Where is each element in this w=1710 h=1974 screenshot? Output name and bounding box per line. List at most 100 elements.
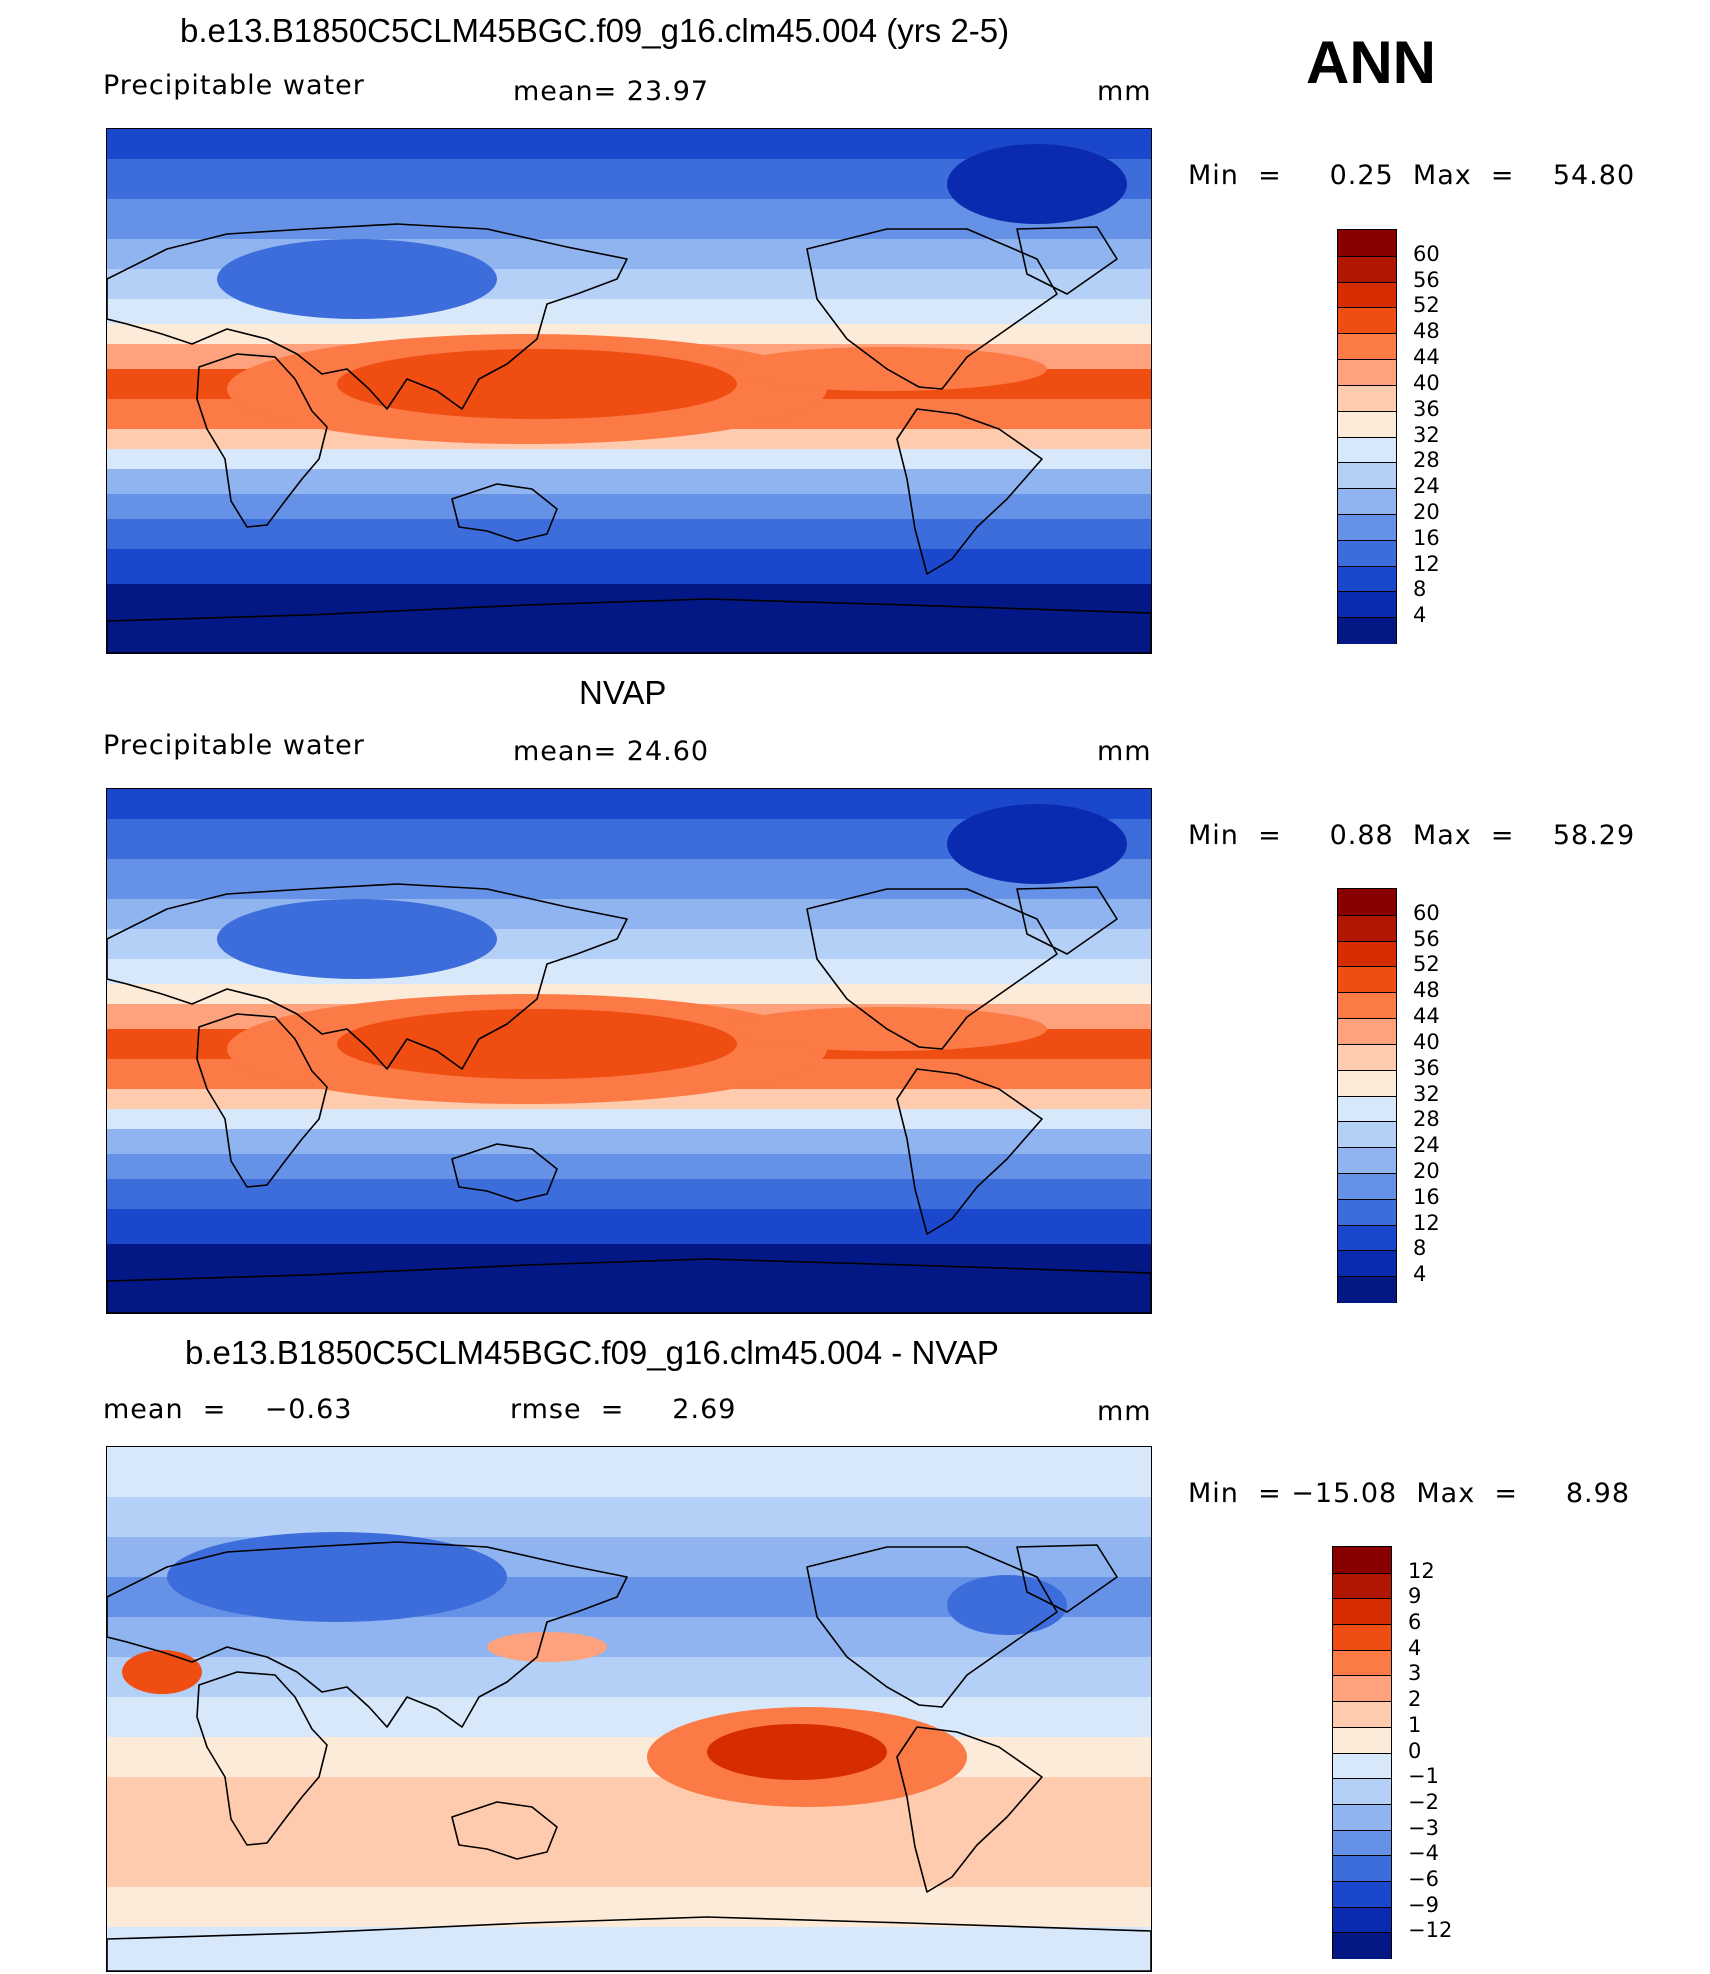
colorbar-swatch <box>1338 889 1396 916</box>
colorbar-swatch <box>1338 513 1396 541</box>
panel-1-units: mm <box>1097 76 1152 107</box>
panel-2-units: mm <box>1097 736 1152 767</box>
colorbar-swatch <box>1333 1726 1391 1754</box>
colorbar-tick-label: 40 <box>1413 1029 1440 1054</box>
contour-band <box>107 129 1151 159</box>
colorbar-swatch <box>1333 1701 1391 1728</box>
contour-band <box>107 549 1151 584</box>
colorbar-tick-label: 8 <box>1413 577 1427 602</box>
coastline <box>896 1068 1043 1235</box>
panel-2-title: NVAP <box>579 674 667 711</box>
colorbar-tick-label: 36 <box>1413 396 1440 421</box>
coastline <box>107 883 628 1070</box>
colorbar-tick-label: −1 <box>1408 1764 1439 1789</box>
coastline <box>806 888 1058 1050</box>
warm-pool-core <box>337 1009 737 1079</box>
colorbar-swatch <box>1338 914 1396 942</box>
panel-1-variable: Precipitable water <box>103 70 365 101</box>
colorbar-tick-label: 24 <box>1413 1133 1440 1158</box>
colorbar-tick-label: −6 <box>1408 1866 1439 1891</box>
contour-band <box>107 1447 1151 1497</box>
contour-field <box>107 789 1151 1313</box>
colorbar-tick-label: 16 <box>1413 1184 1440 1209</box>
negative-anomaly <box>167 1532 507 1622</box>
colorbar-swatch <box>1333 1778 1391 1805</box>
contour-band <box>107 494 1151 519</box>
colorbar-tick-label: 44 <box>1413 1004 1440 1029</box>
colorbar-swatch <box>1333 1752 1391 1780</box>
colorbar-swatch <box>1338 384 1396 412</box>
coastline <box>107 1916 1151 1971</box>
colorbar-tick-label: 44 <box>1413 345 1440 370</box>
colorbar-swatch <box>1338 1043 1396 1071</box>
colorbar-tick-label: 52 <box>1413 293 1440 318</box>
colorbar-swatch <box>1338 359 1396 386</box>
panel-3-title: b.e13.B1850C5CLM45BGC.f09_g16.clm45.004 … <box>185 1334 999 1371</box>
contour-field <box>107 129 1151 653</box>
contour-band <box>107 1657 1151 1697</box>
contour-band <box>107 1154 1151 1179</box>
coastline <box>107 598 1151 653</box>
contour-band <box>107 324 1151 344</box>
panel-2-minmax: Min = 0.88 Max = 58.29 <box>1188 820 1636 851</box>
colorbar-tick-label: 36 <box>1413 1055 1440 1080</box>
colorbar-swatch <box>1333 1829 1391 1857</box>
contour-band <box>107 1827 1151 1887</box>
colorbar-swatch <box>1338 1147 1396 1174</box>
colorbar-swatch <box>1338 539 1396 567</box>
colorbar-swatch <box>1338 1172 1396 1200</box>
contour-band <box>107 1777 1151 1827</box>
coastline <box>1016 226 1118 295</box>
colorbar-tick-label: 12 <box>1413 551 1440 576</box>
contour-band <box>107 469 1151 494</box>
panel-3-minmax: Min = −15.08 Max = 8.98 <box>1188 1478 1631 1509</box>
coastline <box>806 1546 1058 1708</box>
colorbar-tick-label: 32 <box>1413 422 1440 447</box>
colorbar-swatch <box>1333 1649 1391 1677</box>
colorbar-swatch <box>1333 1547 1391 1574</box>
panel-3-mean: mean = −0.63 <box>103 1394 353 1425</box>
colorbar-tick-label: 56 <box>1413 267 1440 292</box>
colorbar-swatch <box>1338 410 1396 438</box>
colorbar-swatch <box>1338 1276 1396 1303</box>
colorbar-tick-label: 8 <box>1413 1236 1427 1261</box>
colorbar-swatch <box>1338 940 1396 968</box>
coastline <box>1016 886 1118 955</box>
panel-1-title: b.e13.B1850C5CLM45BGC.f09_g16.clm45.004 … <box>180 12 1010 49</box>
colorbar-swatch <box>1338 1069 1396 1097</box>
colorbar-tick-label: 12 <box>1408 1558 1435 1583</box>
panel-3-map <box>106 1446 1152 1972</box>
panel-1-minmax: Min = 0.25 Max = 54.80 <box>1188 160 1636 191</box>
colorbar-swatch <box>1333 1675 1391 1703</box>
negative-anomaly <box>947 1575 1067 1635</box>
colorbar-swatch <box>1338 966 1396 994</box>
dry-region <box>217 899 497 979</box>
colorbar-tick-label: 9 <box>1408 1584 1422 1609</box>
panel-2-variable: Precipitable water <box>103 730 365 761</box>
contour-band <box>107 519 1151 549</box>
colorbar-tick-label: 20 <box>1413 1158 1440 1183</box>
coastline <box>107 223 628 410</box>
colorbar-swatch <box>1333 1932 1391 1959</box>
contour-band <box>107 449 1151 469</box>
colorbar-tick-label: −2 <box>1408 1789 1439 1814</box>
contour-band <box>107 1737 1151 1777</box>
contour-band <box>107 1109 1151 1129</box>
coastline <box>107 1541 628 1728</box>
contour-band <box>107 1244 1151 1313</box>
colorbar-tick-label: 60 <box>1413 900 1440 925</box>
coastline <box>451 483 558 542</box>
colorbar-tick-label: 2 <box>1408 1687 1422 1712</box>
colorbar-swatch <box>1333 1598 1391 1626</box>
contour-band <box>107 1129 1151 1154</box>
coastline <box>896 408 1043 575</box>
colorbar-swatch <box>1333 1572 1391 1600</box>
colorbar-tick-label: 3 <box>1408 1661 1422 1686</box>
colorbar-tick-label: 48 <box>1413 978 1440 1003</box>
panel-1-map <box>106 128 1152 654</box>
contour-band <box>107 1209 1151 1244</box>
colorbar-tick-label: 16 <box>1413 525 1440 550</box>
panel-3-units: mm <box>1097 1396 1152 1427</box>
contour-band <box>107 984 1151 1004</box>
colorbar-swatch <box>1338 307 1396 335</box>
